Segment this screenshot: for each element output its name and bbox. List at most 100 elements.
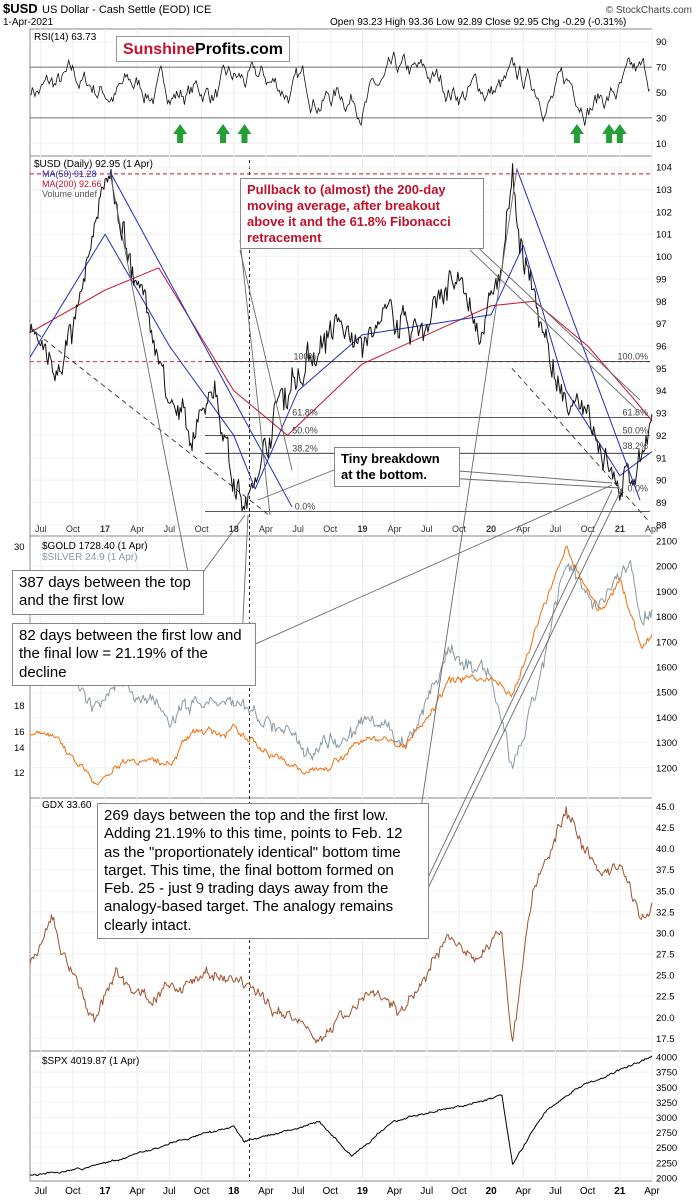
chart-name: US Dollar - Cash Settle (EOD) ICE xyxy=(42,4,211,16)
y-tick-label: 2000 xyxy=(656,562,677,573)
spx-panel xyxy=(29,1050,653,1182)
x-tick-label: Apr xyxy=(259,524,273,534)
chart-date: 1-Apr-2021 xyxy=(3,17,53,28)
y-tick-label: 2750 xyxy=(656,1128,677,1139)
y-tick-label: 2100 xyxy=(656,537,677,548)
x-tick-label: Jul xyxy=(292,524,304,534)
x-tick-label: Oct xyxy=(581,524,596,534)
y-tick-label: 1600 xyxy=(656,663,677,674)
x-tick-label: Jul xyxy=(292,1186,305,1197)
y-tick-label: 90 xyxy=(656,476,667,487)
up-arrow-icon xyxy=(237,124,252,143)
left-tick-label: 14 xyxy=(14,743,25,754)
y-tick-label: 96 xyxy=(656,342,667,353)
fib-label: 100% xyxy=(293,352,316,362)
annotation-connector xyxy=(109,172,191,584)
fib-label: 38.2% xyxy=(292,443,318,453)
up-arrow-icon xyxy=(602,124,617,143)
ohlc-readout: Open 93.23 High 93.36 Low 92.89 Close 92… xyxy=(330,17,626,28)
y-tick-label: 1700 xyxy=(656,637,677,648)
y-tick-label: 97 xyxy=(656,319,667,330)
x-tick-label: Apr xyxy=(516,1186,532,1197)
x-tick-label: 21 xyxy=(614,1186,626,1197)
y-tick-label: 20.0 xyxy=(656,1013,675,1024)
support-line-2020 xyxy=(511,368,651,523)
x-tick-label: Apr xyxy=(258,1186,274,1197)
x-tick-label: Apr xyxy=(644,1186,660,1197)
x-tick-label: 17 xyxy=(100,1186,112,1197)
up-arrow-icon xyxy=(173,124,188,143)
x-tick-label: Oct xyxy=(65,1186,81,1197)
y-tick-label: 89 xyxy=(656,498,667,509)
y-tick-label: 88 xyxy=(656,520,667,531)
left-tick-label: 18 xyxy=(14,701,25,712)
y-tick-label: 92 xyxy=(656,431,667,442)
y-tick-label: 32.5 xyxy=(656,907,675,918)
x-tick-label: Apr xyxy=(129,1186,145,1197)
annotation-connector xyxy=(241,484,613,651)
y-tick-label: 90 xyxy=(656,37,667,48)
annotation-connector xyxy=(445,477,621,489)
x-tick-label: Oct xyxy=(195,524,210,534)
x-tick-label: Oct xyxy=(194,1186,210,1197)
x-tick-label: Apr xyxy=(388,524,402,534)
usd-legend: $USD (Daily) 92.95 (1 Apr) xyxy=(34,159,153,170)
up-arrow-icon xyxy=(569,124,584,143)
ma50-legend: MA(50) 91.28 xyxy=(42,169,97,179)
x-tick-label: Apr xyxy=(387,1186,403,1197)
x-tick-label: Oct xyxy=(66,524,81,534)
fib-label: 0.0% xyxy=(295,501,316,511)
y-tick-label: 25.0 xyxy=(656,971,675,982)
y-tick-label: 100 xyxy=(656,252,672,263)
volume-legend: Volume undef xyxy=(42,189,98,199)
y-tick-label: 50 xyxy=(656,88,667,99)
sunshine-profits-logo: SunshineProfits.com xyxy=(116,36,290,62)
gdx-legend: GDX 33.60 xyxy=(42,800,92,811)
x-tick-label: Apr xyxy=(516,524,530,534)
x-tick-label: Jul xyxy=(164,524,176,534)
y-tick-label: 1500 xyxy=(656,688,677,699)
y-tick-label: 10 xyxy=(656,139,667,150)
fib-label-2020: 0.0% xyxy=(627,484,648,494)
x-tick-label: Jul xyxy=(34,1186,47,1197)
x-tick-label: 17 xyxy=(100,524,110,534)
ma200-legend: MA(200) 92.66 xyxy=(42,179,102,189)
annotation-connector xyxy=(469,239,641,401)
annotation-387-days: 387 days between the top and the first l… xyxy=(12,570,204,615)
annotation-connector xyxy=(239,239,271,516)
left-tick-label: 30 xyxy=(14,542,25,553)
y-tick-label: 3750 xyxy=(656,1068,677,1079)
spx-legend: $SPX 4019.87 (1 Apr) xyxy=(42,1056,139,1067)
y-tick-label: 1900 xyxy=(656,587,677,598)
y-tick-label: 99 xyxy=(656,274,667,285)
spx-line xyxy=(29,1055,653,1176)
annotation-269-days: 269 days between the top and the first l… xyxy=(97,803,429,940)
gold-legend: $GOLD 1728.40 (1 Apr) xyxy=(42,541,148,552)
annotation-pullback: Pullback to (almost) the 200-day moving … xyxy=(240,178,484,250)
fib-label: 50.0% xyxy=(292,425,318,435)
y-tick-label: 17.5 xyxy=(656,1034,675,1045)
y-tick-label: 98 xyxy=(656,297,667,308)
left-tick-label: 12 xyxy=(14,768,25,779)
y-tick-label: 91 xyxy=(656,453,667,464)
support-line-2017 xyxy=(29,327,271,517)
y-tick-label: 40.0 xyxy=(656,844,675,855)
x-tick-label: 20 xyxy=(486,524,496,534)
y-tick-label: 42.5 xyxy=(656,823,675,834)
x-tick-label: Oct xyxy=(451,1186,467,1197)
chart-symbol: $USD xyxy=(3,1,38,16)
y-tick-label: 3250 xyxy=(656,1098,677,1109)
downtrend-line-2017 xyxy=(109,171,293,508)
x-tick-label: Jul xyxy=(421,524,433,534)
annotation-connector xyxy=(445,469,613,484)
fib-label-2020: 61.8% xyxy=(622,408,648,418)
y-tick-label: 104 xyxy=(656,163,672,174)
y-tick-label: 1200 xyxy=(656,763,677,774)
y-tick-label: 37.5 xyxy=(656,865,675,876)
annotation-connector xyxy=(239,249,293,471)
up-arrow-icon xyxy=(216,124,231,143)
fib-label-2020: 50.0% xyxy=(622,425,648,435)
x-tick-label: Jul xyxy=(549,1186,562,1197)
chart-watermark: © StockCharts.com xyxy=(606,5,692,16)
y-tick-label: 27.5 xyxy=(656,950,675,961)
